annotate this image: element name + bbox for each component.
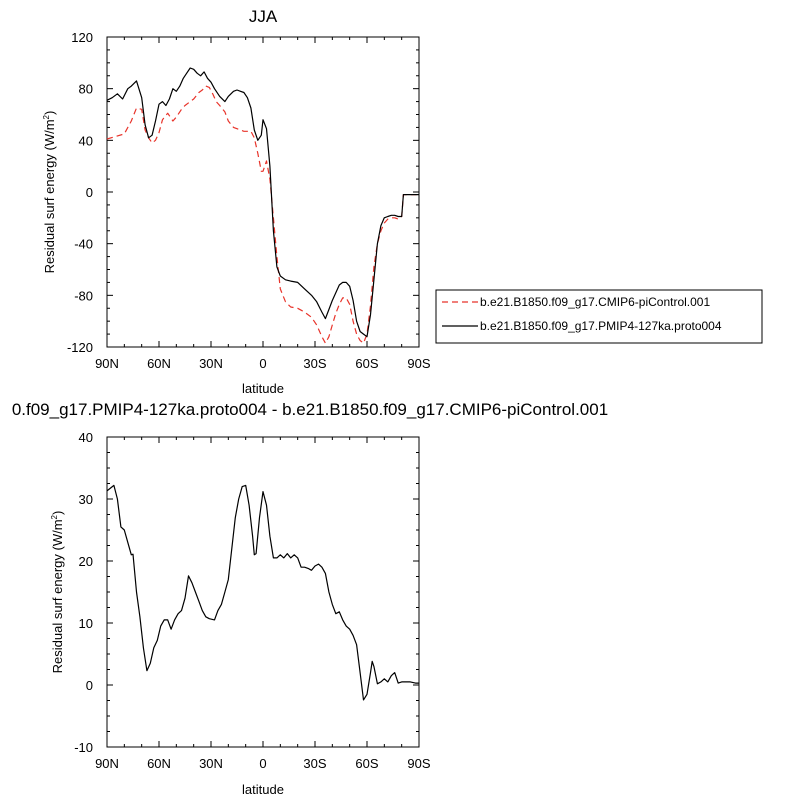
top-chart-y-tick-label: -80 bbox=[74, 288, 93, 303]
top-chart-y-tick-label: 40 bbox=[79, 133, 93, 148]
top-chart-y-tick-label: 80 bbox=[79, 82, 93, 97]
bottom-chart-x-tick-label: 90N bbox=[95, 756, 119, 771]
bottom-chart-y-label-close: ) bbox=[50, 511, 65, 515]
top-chart-x-tick-label: 60S bbox=[355, 356, 378, 371]
legend-label-picontrol: b.e21.B1850.f09_g17.CMIP6-piControl.001 bbox=[480, 295, 710, 309]
top-chart-x-tick-label: 0 bbox=[259, 356, 266, 371]
top-chart-y-tick-label: 0 bbox=[86, 185, 93, 200]
bottom-chart-x-tick-label: 90S bbox=[407, 756, 430, 771]
bottom-chart-title: 0.f09_g17.PMIP4-127ka.proto004 - b.e21.B… bbox=[12, 400, 608, 419]
legend-label-127ka: b.e21.B1850.f09_g17.PMIP4-127ka.proto004 bbox=[480, 319, 722, 333]
bottom-chart-series bbox=[106, 484, 419, 701]
bottom-chart-x-tick-label: 60S bbox=[355, 756, 378, 771]
bottom-chart-x-tick-label: 60N bbox=[147, 756, 171, 771]
bottom-chart: 0.f09_g17.PMIP4-127ka.proto004 - b.e21.B… bbox=[12, 400, 608, 797]
legend-box bbox=[435, 289, 763, 344]
bottom-chart-x-tick-label: 30S bbox=[303, 756, 326, 771]
top-chart-series-line-0 bbox=[106, 85, 419, 344]
top-chart-x-axis-label: latitude bbox=[242, 381, 284, 396]
top-chart-ticks: 90N 60N 30N 0 30S 60S 90S -120 -80 -40 0 40 80 120 bbox=[67, 30, 431, 371]
top-chart-series bbox=[106, 67, 419, 344]
top-chart-series-line-1 bbox=[106, 67, 419, 338]
top-chart: JJA 90N 60N 30N 0 30S 60S 90S -120 -80 -40 0 40 80 12… bbox=[42, 7, 431, 396]
top-chart-x-tick-label: 30S bbox=[303, 356, 326, 371]
bottom-chart-y-tick-label: 40 bbox=[79, 430, 93, 445]
top-chart-x-tick-label: 30N bbox=[199, 356, 223, 371]
bottom-chart-x-axis-label: latitude bbox=[242, 782, 284, 797]
top-chart-y-label-main: Residual surf energy (W/m bbox=[42, 119, 57, 273]
bottom-chart-y-tick-label: -10 bbox=[74, 740, 93, 755]
bottom-chart-y-tick-label: 30 bbox=[79, 492, 93, 507]
top-chart-title: JJA bbox=[249, 7, 278, 26]
top-chart-y-axis-label: Residual surf energy (W/m2) bbox=[42, 111, 57, 274]
bottom-chart-x-tick-label: 30N bbox=[199, 756, 223, 771]
bottom-chart-y-tick-label: 20 bbox=[79, 554, 93, 569]
top-chart-y-label-sup: 2 bbox=[42, 114, 51, 119]
bottom-chart-y-tick-label: 0 bbox=[86, 678, 93, 693]
bottom-chart-y-tick-label: 10 bbox=[79, 616, 93, 631]
top-chart-x-tick-label: 60N bbox=[147, 356, 171, 371]
bottom-chart-x-tick-label: 0 bbox=[259, 756, 266, 771]
bottom-chart-y-axis-label: Residual surf energy (W/m2) bbox=[50, 511, 65, 674]
top-chart-y-tick-label: -120 bbox=[67, 340, 93, 355]
top-chart-x-tick-label: 90S bbox=[407, 356, 430, 371]
bottom-chart-ticks: 90N 60N 30N 0 30S 60S 90S -10 0 10 20 30 40 bbox=[74, 430, 431, 771]
legend: b.e21.B1850.f09_g17.CMIP6-piControl.001 … bbox=[435, 289, 763, 344]
top-chart-y-label-close: ) bbox=[42, 111, 57, 115]
bottom-chart-series-line-0 bbox=[106, 484, 419, 701]
top-chart-y-tick-label: -40 bbox=[74, 237, 93, 252]
bottom-chart-y-label-main: Residual surf energy (W/m bbox=[50, 519, 65, 673]
bottom-chart-frame bbox=[106, 436, 420, 748]
top-chart-y-tick-label: 120 bbox=[71, 30, 93, 45]
bottom-chart-y-label-sup: 2 bbox=[50, 514, 59, 519]
top-chart-x-tick-label: 90N bbox=[95, 356, 119, 371]
